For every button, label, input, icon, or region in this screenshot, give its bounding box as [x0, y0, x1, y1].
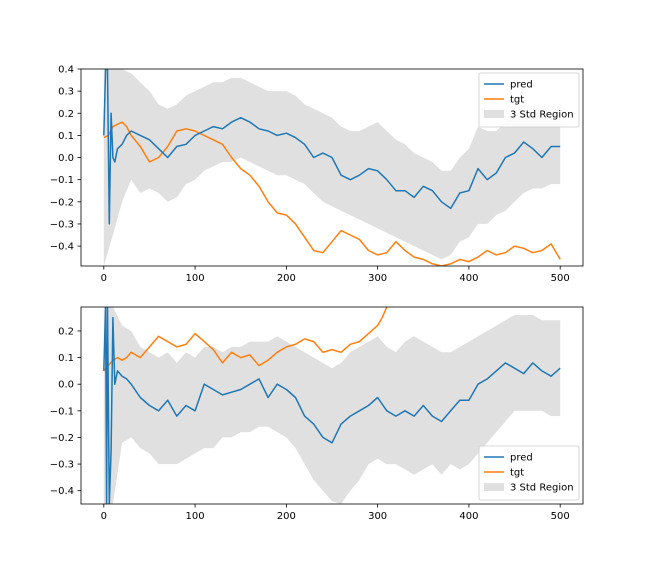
- y-tick-label: 0.0: [58, 380, 74, 391]
- plot-area: [103, 307, 561, 504]
- tgt-line: [103, 307, 388, 372]
- y-tick-label: −0.3: [50, 460, 74, 471]
- y-tick-label: 0.0: [58, 153, 74, 164]
- legend-label: 3 Std Region: [510, 483, 574, 494]
- x-tick-label: 500: [551, 511, 570, 522]
- legend: pred tgt 3 Std Region: [478, 72, 580, 128]
- x-tick-label: 0: [101, 273, 107, 284]
- x-tick-label: 200: [277, 511, 296, 522]
- x-tick-label: 300: [368, 273, 387, 284]
- subplot-2: 0 100 200 300 400 500 −0.4 −0.3 −0.2 −0.1 0.0 0.1 0.…: [50, 306, 584, 522]
- legend-swatch-band: [484, 110, 504, 118]
- x-tick-label: 300: [368, 511, 387, 522]
- pred-line: [103, 307, 561, 504]
- x-tick-label: 400: [459, 511, 478, 522]
- tgt-line: [103, 121, 561, 266]
- axes-frame: [80, 68, 584, 267]
- y-tick-label: −0.1: [50, 406, 74, 417]
- legend: pred tgt 3 Std Region: [478, 445, 580, 501]
- y-tick-label: 0.2: [58, 326, 74, 337]
- legend-label: tgt: [510, 468, 524, 479]
- y-tick-label: −0.3: [50, 219, 74, 230]
- y-tick-label: 0.4: [58, 65, 74, 76]
- y-tick-label: 0.1: [58, 353, 74, 364]
- std-region-band: [103, 69, 561, 266]
- axes-frame: [80, 306, 584, 505]
- x-tick-label: 0: [101, 511, 107, 522]
- legend-label: pred: [510, 80, 533, 91]
- y-tick-label: −0.4: [50, 486, 74, 497]
- x-tick-label: 400: [459, 273, 478, 284]
- x-tick-label: 500: [551, 273, 570, 284]
- plot-area: [103, 69, 561, 266]
- legend-label: tgt: [510, 95, 524, 106]
- y-tick-label: 0.3: [58, 87, 74, 98]
- x-tick-label: 100: [186, 511, 205, 522]
- y-tick-label: 0.1: [58, 131, 74, 142]
- pred-line: [103, 69, 561, 225]
- y-tick-label: −0.2: [50, 433, 74, 444]
- x-tick-label: 100: [186, 273, 205, 284]
- y-tick-label: 0.2: [58, 109, 74, 120]
- subplot-1: 0 100 200 300 400 500 −0.4 −0.3 −0.2 −0.1 0.0 0.1 0.…: [50, 65, 584, 284]
- y-tick-label: −0.2: [50, 197, 74, 208]
- y-tick-label: −0.1: [50, 175, 74, 186]
- legend-swatch-band: [484, 483, 504, 491]
- x-tick-label: 200: [277, 273, 296, 284]
- legend-label: 3 Std Region: [510, 110, 574, 121]
- legend-label: pred: [510, 453, 533, 464]
- y-tick-label: −0.4: [50, 242, 74, 253]
